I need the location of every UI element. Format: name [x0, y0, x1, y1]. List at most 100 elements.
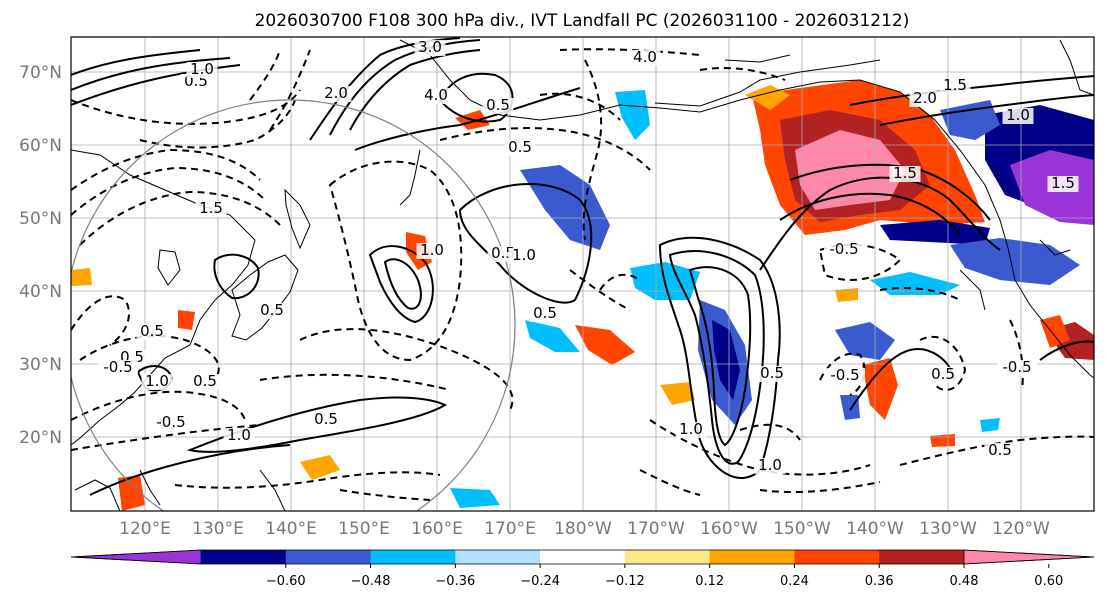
colorbar-segment	[285, 550, 372, 564]
lon-label: 160°E	[411, 519, 463, 539]
contour-label-bg	[675, 422, 707, 438]
divergence-shading	[71, 80, 1094, 511]
lon-label: 140°E	[265, 519, 317, 539]
contour-label: 4.0	[633, 48, 657, 66]
contour-label: 1.5	[1051, 174, 1075, 192]
contour-label: 0.5	[486, 96, 510, 114]
contour-label-bg	[482, 98, 514, 114]
contour-label: 0.5	[533, 304, 557, 322]
shade-southsea-cyan	[450, 488, 500, 508]
contour-label-bg	[186, 62, 218, 78]
contour-label: 4.0	[424, 86, 448, 104]
contour-label: 0.5	[193, 372, 217, 390]
lon-label: 150°W	[773, 519, 831, 539]
contour-label: 1.0	[420, 241, 444, 259]
shade-central-blue	[520, 165, 610, 250]
colorbar-tick-label: 0.24	[780, 574, 809, 589]
colorbar-tick-label: −0.12	[605, 574, 645, 589]
contour-label: -0.5	[829, 240, 858, 258]
contour-label: 1.5	[943, 76, 967, 94]
contour-label: -0.5	[156, 413, 185, 431]
contour-label: 1.0	[679, 420, 703, 438]
contour-label: 2.0	[324, 84, 348, 102]
colorbar-tick-label: 0.60	[1034, 574, 1063, 589]
contour-label: 0.5	[314, 410, 338, 428]
contour-labels: 3.0 2.0 4.0 0.5 1.0 0.5 0.5 1.5 2.0 1.5 1.0 1.5 1.0 0…	[98, 38, 1079, 474]
contour-label-bg	[927, 367, 959, 383]
contour-label-bg	[420, 88, 452, 104]
contour-label-bg	[256, 303, 288, 319]
shade-china-orange	[71, 268, 92, 286]
colorbar-tick-label: 0.36	[865, 574, 894, 589]
shade-tropic-orange	[300, 455, 340, 480]
contour-label-bg	[141, 374, 173, 390]
contour-label-bg	[909, 91, 941, 107]
shade-alaska-orange-edge	[745, 85, 790, 110]
contour-label-bg	[997, 360, 1037, 376]
contour-label: 1.0	[512, 246, 536, 264]
lon-label: 160°W	[700, 519, 758, 539]
contour-label-bg	[825, 368, 865, 384]
ivt-contours-dashed	[71, 48, 1094, 501]
contour-label-bg	[1047, 176, 1079, 192]
colorbar-segment	[794, 550, 880, 564]
colorbar: −0.60 −0.48 −0.36 −0.24 −0.12 0.12 0.24 0.36 0.4…	[70, 549, 1095, 589]
colorbar-extend-low	[70, 549, 202, 565]
colorbar-tick-label: −0.24	[520, 574, 560, 589]
colorbar-segment	[879, 550, 965, 564]
shade-canada-blue	[940, 100, 1000, 140]
contour-label-bg	[414, 40, 446, 56]
contour-label-bg	[754, 458, 786, 474]
contour-label: -0.5	[830, 366, 859, 384]
colorbar-segment	[709, 550, 795, 564]
lat-label: 60°N	[19, 136, 62, 156]
map-frame	[70, 36, 1095, 512]
shade-west-orange	[835, 288, 858, 302]
colorbar-frame	[70, 549, 1095, 565]
lat-label: 40°N	[19, 282, 62, 302]
contour-label-bg	[310, 412, 342, 428]
shade-gulf-navy	[880, 220, 990, 245]
contour-label: 2.0	[913, 89, 937, 107]
contour-label-bg	[223, 428, 255, 444]
lat-label: 20°N	[19, 428, 62, 448]
contour-label: 1.5	[199, 199, 223, 217]
contour-label: 0.5	[260, 301, 284, 319]
lat-label: 70°N	[19, 63, 62, 83]
colorbar-tick-label: 0.12	[695, 574, 724, 589]
colorbar-segment	[201, 550, 287, 564]
contour-label-bg	[504, 140, 536, 156]
contour-label: 0.5	[140, 322, 164, 340]
colorbar-segment	[540, 550, 626, 564]
shade-midpac-cyan	[525, 320, 580, 352]
contour-label: 3.0	[418, 38, 442, 56]
colorbar-segment	[455, 550, 541, 564]
shade-subtropic-blue	[835, 322, 895, 360]
contour-label: 1.0	[190, 60, 214, 78]
shade-subtrop-cyan	[980, 418, 1000, 432]
shade-alaska-pink	[795, 130, 905, 210]
contour-label-bg	[1002, 108, 1034, 124]
colorbar-tick-label: −0.48	[351, 574, 391, 589]
contour-label-bg	[889, 166, 921, 182]
lon-label: 150°E	[338, 519, 390, 539]
lon-label: 120°E	[119, 519, 171, 539]
colorbar-tick-label: −0.36	[435, 574, 475, 589]
contour-label-bg	[195, 201, 227, 217]
colorbar-segment	[624, 550, 711, 564]
coastlines	[71, 39, 1094, 511]
shade-subtropic-orange	[862, 358, 898, 420]
shade-bering-cyan	[615, 90, 650, 140]
contour-label: 1.0	[227, 426, 251, 444]
shade-east-orange	[1040, 315, 1070, 348]
contour-label: 1.5	[893, 164, 917, 182]
lat-label: 30°N	[19, 355, 62, 375]
lat-label: 50°N	[19, 209, 62, 229]
contour-label: 0.5	[931, 365, 955, 383]
shade-hawaii-red	[930, 434, 955, 447]
contour-label-bg	[98, 360, 138, 376]
colorbar-extend-high	[963, 549, 1095, 565]
colorbar-tick-label: 0.48	[950, 574, 979, 589]
contour-label-bg	[756, 366, 788, 382]
